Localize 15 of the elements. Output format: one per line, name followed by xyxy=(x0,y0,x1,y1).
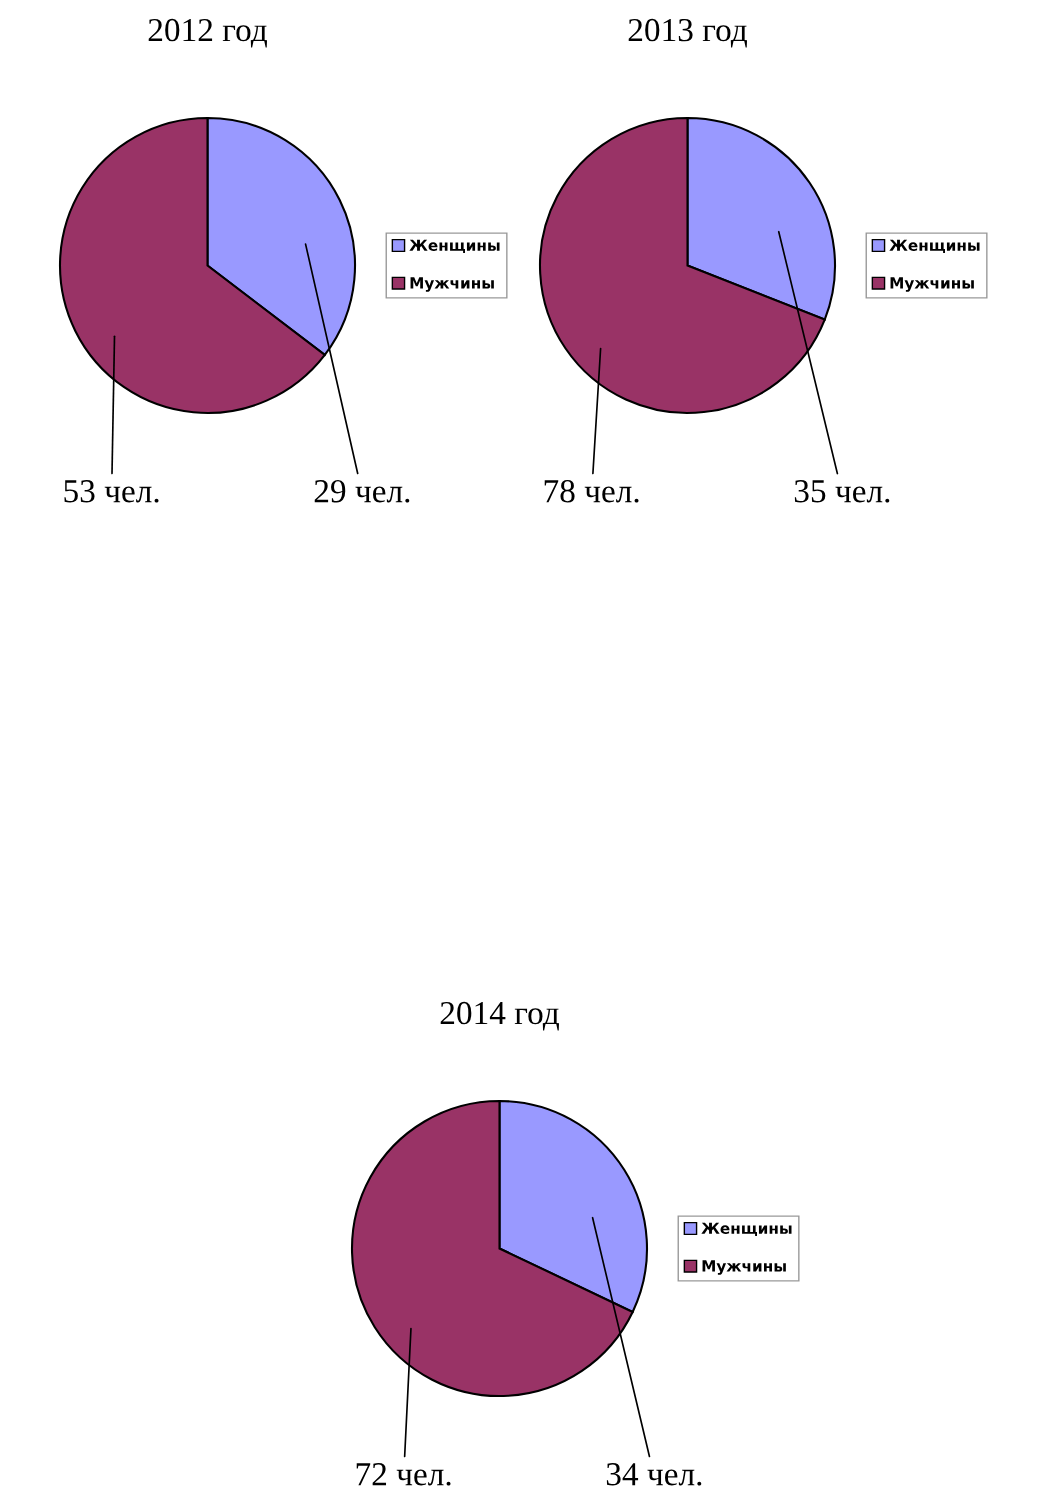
chart-title: 2013 год xyxy=(628,18,748,48)
chart-title: 2012 год xyxy=(148,18,268,48)
data-label: 53 чел. xyxy=(64,480,159,503)
chart-title: 2014 год xyxy=(440,1001,560,1031)
data-label: 29 чел. xyxy=(314,480,410,503)
legend-label: Женщины xyxy=(889,239,980,253)
legend-label: Женщины xyxy=(701,1222,792,1236)
data-label: 34 чел. xyxy=(606,1463,702,1486)
legend-label: Женщины xyxy=(409,239,500,253)
data-label: 72 чел. xyxy=(356,1463,451,1486)
data-label: 35 чел. xyxy=(794,480,890,503)
legend-label: Мужчины xyxy=(410,277,494,292)
legend-label: Мужчины xyxy=(702,1260,786,1275)
data-label: 78 чел. xyxy=(544,479,639,503)
legend-label: Мужчины xyxy=(890,277,974,292)
